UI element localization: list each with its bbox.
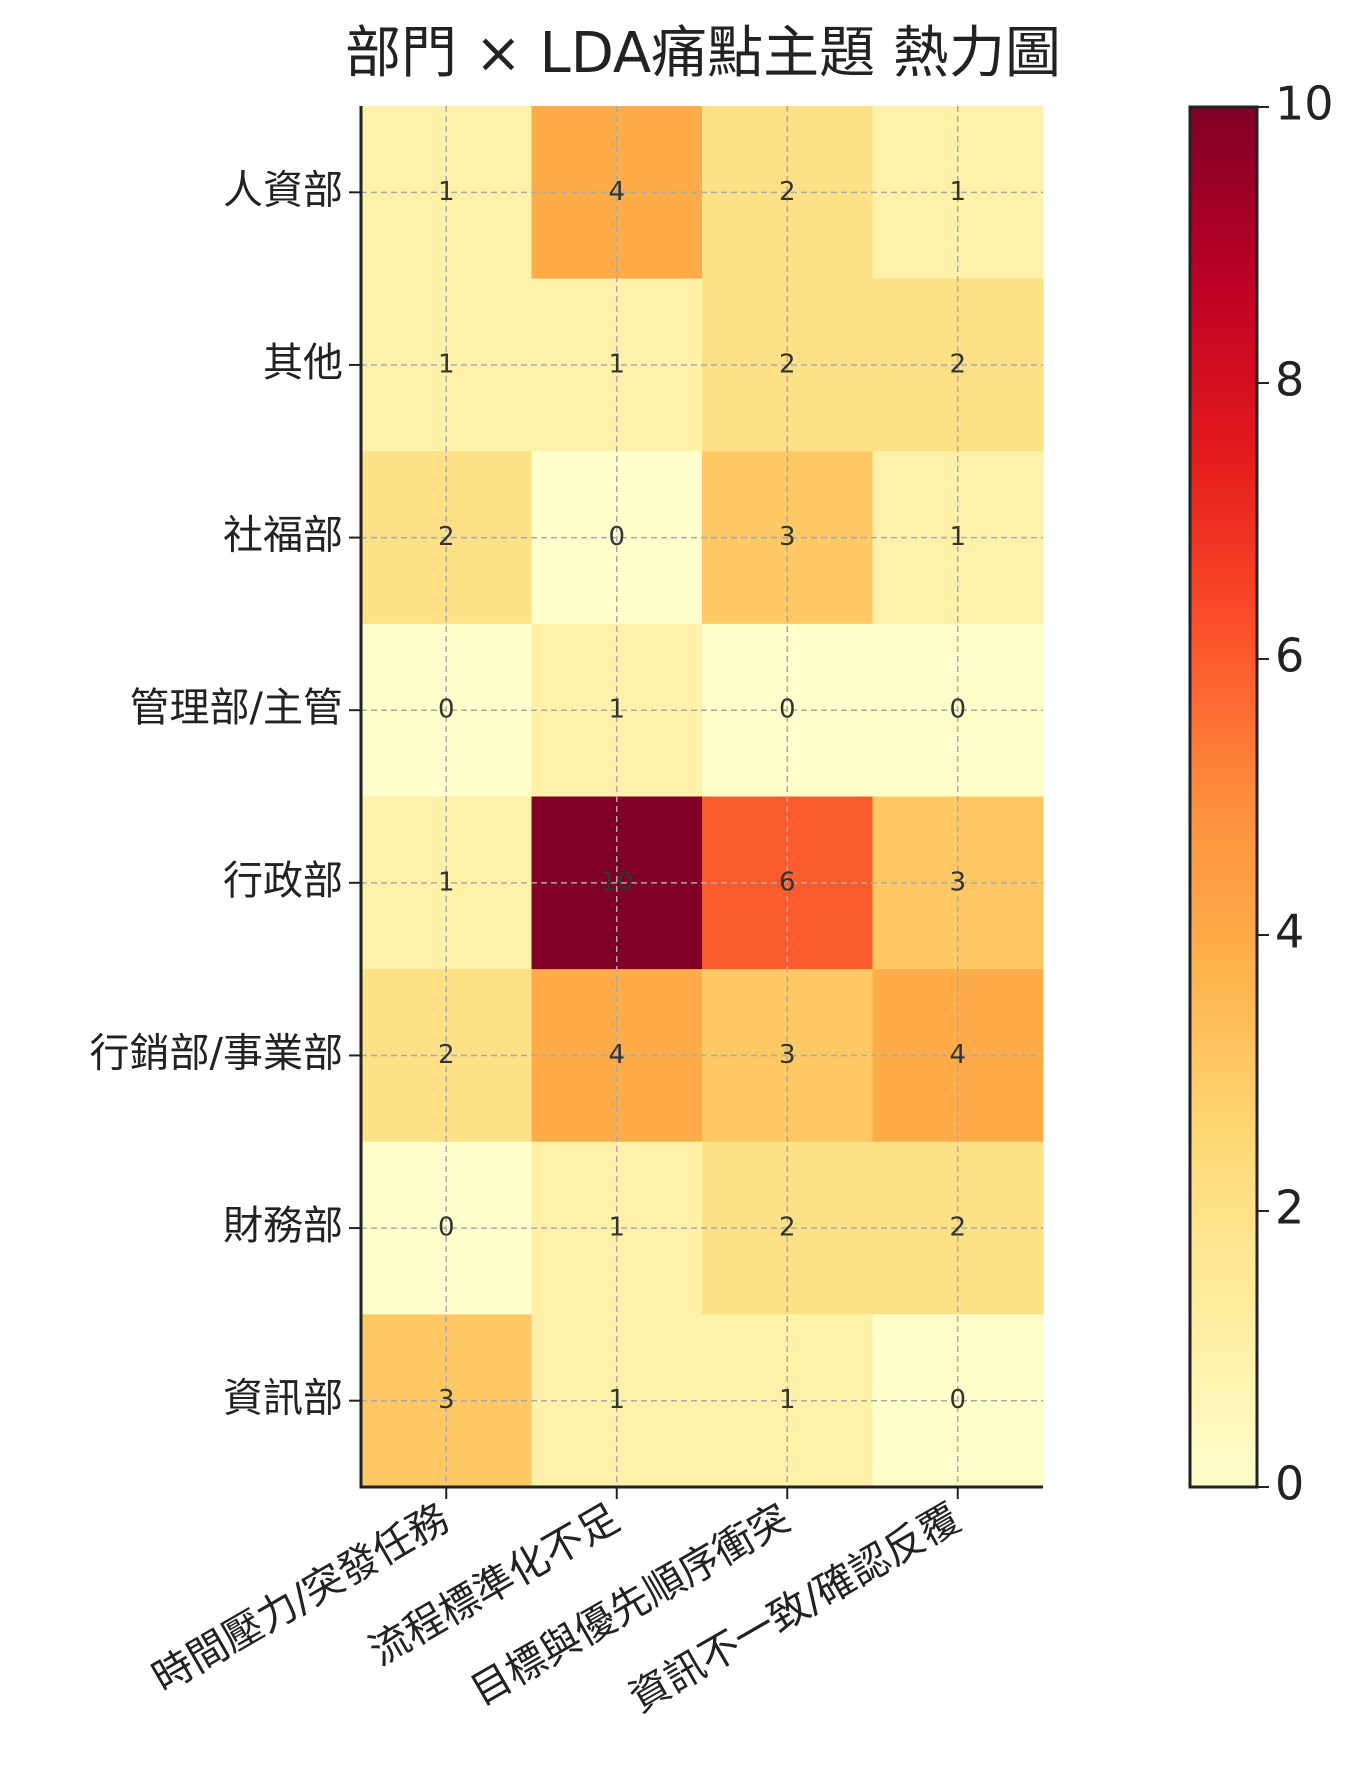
- y-tick-label: 管理部/主管: [130, 685, 343, 731]
- cell-label: 4: [608, 1040, 625, 1070]
- cell-label: 0: [608, 522, 625, 552]
- cell-label: 1: [779, 1385, 796, 1415]
- y-tick-label: 社福部: [223, 513, 343, 559]
- cell-label: 1: [608, 1385, 625, 1415]
- cell-label: 3: [779, 522, 796, 552]
- cell-label: 1: [438, 177, 455, 207]
- cell-label: 2: [949, 1213, 966, 1243]
- cell-label: 4: [949, 1040, 966, 1070]
- cell-label: 2: [779, 177, 796, 207]
- chart-title: 部門 × LDA痛點主題 熱力圖: [345, 21, 1061, 86]
- cell-label: 3: [779, 1040, 796, 1070]
- colorbar: [1188, 105, 1259, 1489]
- cell-label: 2: [949, 349, 966, 379]
- cell-label: 0: [438, 1213, 455, 1243]
- colorbar-tick-label: 8: [1275, 353, 1304, 407]
- y-tick-label: 財務部: [223, 1203, 343, 1249]
- y-tick-label: 其他: [263, 340, 343, 386]
- y-tick-label: 人資部: [223, 167, 343, 213]
- y-tick-label: 行銷部/事業部: [90, 1030, 343, 1076]
- x-tick-label: 資訊不一致/確認反覆: [622, 1495, 968, 1722]
- y-tick-label: 資訊部: [223, 1376, 343, 1422]
- cell-label: 2: [779, 1213, 796, 1243]
- cell-label: 2: [438, 522, 455, 552]
- cell-label: 4: [608, 177, 625, 207]
- colorbar-tick-label: 4: [1275, 905, 1304, 959]
- cell-label: 6: [779, 867, 796, 897]
- cell-label: 1: [608, 349, 625, 379]
- cell-label: 1: [438, 867, 455, 897]
- y-tick-label: 行政部: [223, 858, 343, 904]
- cell-label: 10: [600, 867, 633, 897]
- cell-label: 2: [438, 1040, 455, 1070]
- cell-label: 1: [438, 349, 455, 379]
- cell-label: 0: [438, 695, 455, 725]
- cell-label: 3: [949, 867, 966, 897]
- colorbar-tick-label: 2: [1275, 1181, 1304, 1235]
- cell-label: 3: [438, 1385, 455, 1415]
- axis-spine: [359, 106, 1043, 1489]
- cell-label: 1: [949, 522, 966, 552]
- cell-label: 2: [779, 349, 796, 379]
- cell-label: 1: [949, 177, 966, 207]
- cell-label: 0: [779, 695, 796, 725]
- colorbar-tick-label: 0: [1275, 1457, 1304, 1511]
- colorbar-tick-label: 10: [1275, 77, 1334, 131]
- cell-label: 1: [608, 1213, 625, 1243]
- cell-label: 0: [949, 1385, 966, 1415]
- colorbar-tick-label: 6: [1275, 629, 1304, 683]
- cell-label: 1: [608, 695, 625, 725]
- cell-label: 0: [949, 695, 966, 725]
- x-tick-label: 時間壓力/突發任務: [145, 1495, 457, 1702]
